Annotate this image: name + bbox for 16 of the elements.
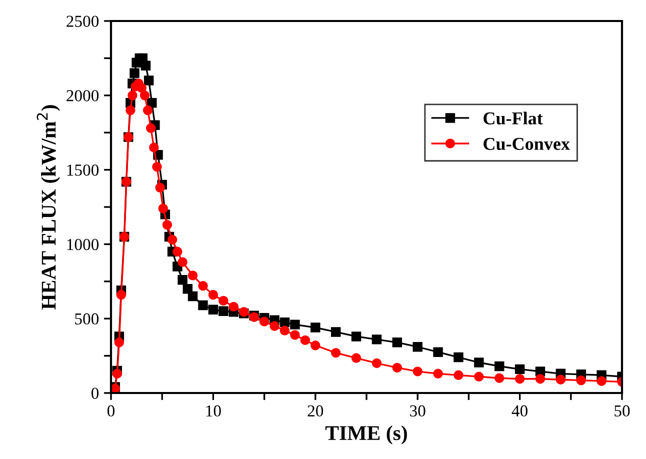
legend-label: Cu-Convex: [484, 138, 570, 150]
y-tick-label: 1500: [67, 164, 99, 176]
y-tick-label: 1000: [67, 238, 99, 250]
x-tick-label: 20: [308, 405, 324, 417]
x-tick-label: 10: [206, 405, 221, 417]
y-tick-label: 2500: [66, 16, 99, 27]
x-tick-label: 40: [512, 405, 528, 417]
y-tick-label: 2000: [66, 90, 99, 102]
y-tick-label: 0: [91, 388, 99, 399]
x-tick-label: 50: [614, 405, 630, 417]
legend-label: Cu-Flat: [484, 112, 543, 125]
x-tick-label: 30: [410, 405, 426, 417]
x-tick-label: 0: [107, 405, 115, 417]
y-tick-label: 500: [75, 313, 99, 325]
y-axis-title: HEAT FLUX (kW/m$^{2}$): [36, 105, 60, 310]
x-axis-title: TIME (s): [325, 425, 407, 444]
